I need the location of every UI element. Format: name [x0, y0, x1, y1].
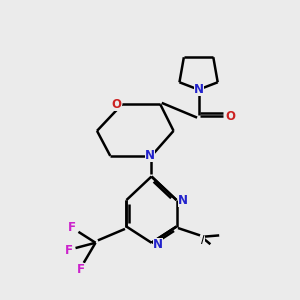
Text: N: N — [153, 238, 163, 251]
Text: F: F — [65, 244, 73, 256]
Text: N: N — [178, 194, 188, 207]
Text: N: N — [194, 83, 204, 96]
Text: O: O — [112, 98, 122, 111]
Text: F: F — [68, 220, 76, 234]
Text: /: / — [201, 235, 205, 245]
Text: O: O — [225, 110, 236, 123]
Text: F: F — [77, 263, 85, 276]
Text: N: N — [145, 149, 155, 162]
